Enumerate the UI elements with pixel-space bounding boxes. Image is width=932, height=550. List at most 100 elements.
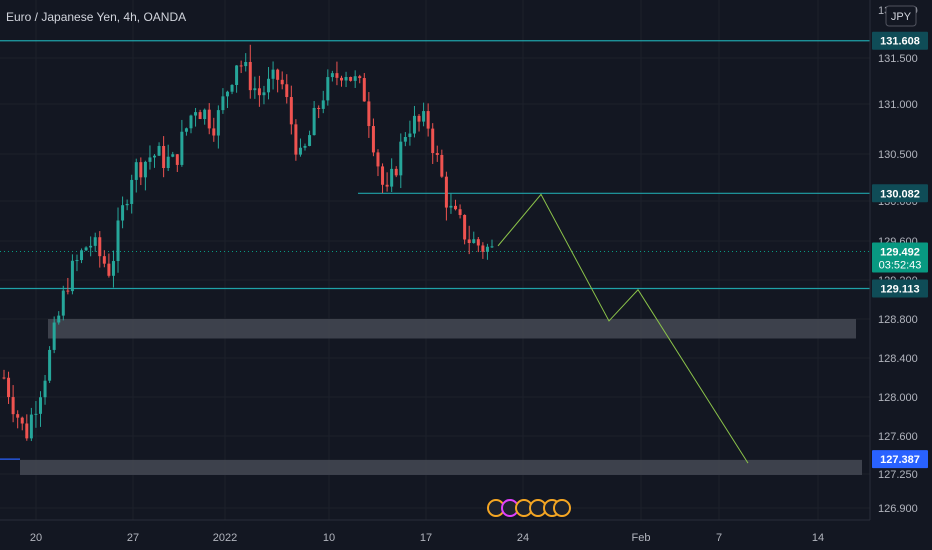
candle-body	[262, 92, 266, 96]
candle-body	[198, 112, 202, 120]
resistance-price-badge: 131.608	[880, 36, 920, 48]
candle-body	[121, 205, 125, 221]
candle-body	[207, 109, 211, 129]
projection-layer[interactable]	[497, 193, 749, 464]
currency-button[interactable]: JPY	[885, 5, 917, 27]
current-price-badge-bg	[872, 242, 928, 273]
candle-body	[472, 239, 476, 243]
candle-body	[125, 203, 129, 206]
candle-body	[244, 61, 248, 67]
candle-body	[490, 246, 494, 248]
candle-body	[84, 247, 88, 251]
candle-body	[267, 78, 271, 93]
current-price-badge: 129.492	[880, 247, 920, 259]
x-tick-label: 24	[517, 532, 529, 544]
candle-body	[390, 168, 394, 187]
y-tick-label: 127.250	[878, 469, 918, 481]
candle-body	[93, 237, 97, 246]
candle-body	[376, 152, 380, 167]
low-price-badge-bg	[872, 450, 928, 469]
resistance-price-badge-bg	[872, 31, 928, 50]
candles-layer	[2, 44, 494, 442]
candle-body	[294, 124, 298, 155]
candle-body	[385, 184, 389, 187]
candle-body	[312, 107, 316, 136]
candle-body	[38, 397, 42, 414]
candle-body	[449, 205, 453, 208]
x-tick-label: 2022	[213, 532, 237, 544]
candle-body	[16, 414, 20, 418]
candle-body	[358, 76, 362, 79]
levels-layer[interactable]	[0, 40, 870, 460]
candle-body	[408, 133, 412, 137]
candle-body	[216, 110, 220, 136]
candle-body	[431, 128, 435, 154]
candle-body	[339, 77, 343, 81]
candle-body	[271, 69, 275, 79]
candle-body	[285, 84, 289, 98]
y-tick-label: 126.900	[878, 503, 918, 515]
candle-body	[111, 261, 115, 276]
candle-body	[394, 168, 398, 176]
candle-body	[444, 176, 448, 208]
candle-body	[148, 157, 152, 162]
price-badges: 131.608 130.082 129.113 127.387 129.49203:52…	[872, 31, 928, 469]
candle-body	[116, 220, 120, 262]
candle-body	[130, 179, 134, 204]
candle-body	[48, 349, 52, 381]
candle-body	[371, 126, 375, 153]
candle-body	[175, 154, 179, 165]
event-icons[interactable]	[487, 499, 571, 517]
candle-body	[203, 109, 207, 120]
y-tick-label: 128.000	[878, 392, 918, 404]
candle-body	[298, 147, 302, 155]
candle-body	[89, 245, 93, 248]
x-tick-label: 20	[30, 532, 42, 544]
support-price-badge: 129.113	[880, 283, 919, 295]
candle-body	[476, 239, 480, 246]
time-axis[interactable]: 20 27 2022 10 17 24 Feb 7 14	[30, 532, 824, 544]
x-tick-label: Feb	[632, 532, 651, 544]
candle-body	[335, 73, 339, 78]
candle-body	[235, 65, 239, 85]
y-tick-label: 131.000	[878, 99, 918, 111]
candle-body	[7, 377, 11, 398]
event-icon[interactable]	[553, 499, 571, 517]
support-zone[interactable]	[48, 319, 856, 339]
zones-layer[interactable]	[20, 319, 862, 475]
projection-path[interactable]	[497, 193, 749, 464]
candle-body	[29, 414, 33, 439]
candle-body	[139, 162, 143, 178]
candle-body	[80, 250, 84, 261]
candle-body	[34, 413, 38, 415]
candle-body	[230, 84, 234, 92]
candle-body	[43, 380, 47, 398]
candle-body	[107, 263, 111, 276]
candle-body	[189, 115, 193, 129]
candle-body	[166, 156, 170, 169]
x-tick-label: 7	[716, 532, 722, 544]
candle-body	[171, 154, 175, 157]
currency-label: JPY	[891, 11, 912, 23]
candle-body	[289, 97, 293, 125]
x-tick-label: 10	[323, 532, 335, 544]
candle-body	[458, 209, 462, 215]
candle-body	[367, 101, 371, 127]
y-tick-label: 128.800	[878, 314, 918, 326]
candle-body	[225, 91, 229, 97]
mid-price-badge-bg	[872, 184, 928, 203]
candle-body	[481, 245, 485, 252]
x-tick-label: 27	[127, 532, 139, 544]
candle-body	[221, 96, 225, 111]
candle-body	[66, 290, 70, 292]
candle-body	[2, 377, 6, 379]
support-zone[interactable]	[20, 459, 862, 475]
candle-body	[153, 155, 157, 158]
x-tick-label: 17	[420, 532, 432, 544]
candle-body	[485, 246, 489, 252]
candle-body	[280, 79, 284, 85]
candle-body	[381, 166, 385, 185]
candle-body	[463, 214, 467, 240]
